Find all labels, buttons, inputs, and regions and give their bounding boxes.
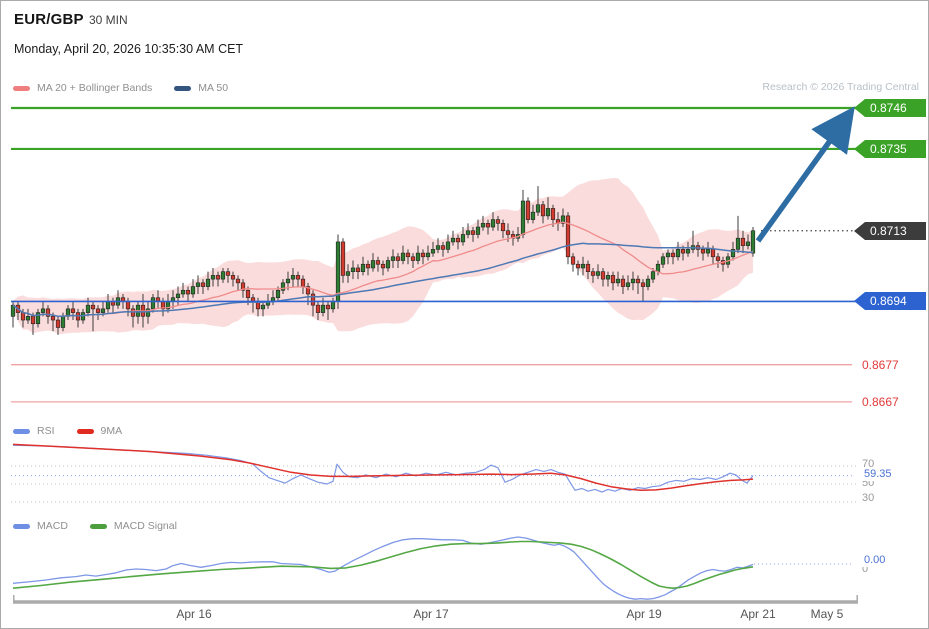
rsi-9ma-swatch-icon bbox=[76, 428, 94, 434]
rsi-gridline-70-label: 70 bbox=[862, 458, 875, 470]
macd-zero-gridline-label: 0 bbox=[862, 563, 869, 575]
macd-swatch-icon bbox=[13, 523, 30, 529]
rsi-current-value: 59.35 bbox=[862, 468, 894, 481]
legend-rsi: RSI 9MA bbox=[13, 425, 122, 437]
macd-current-value: 0.00 bbox=[862, 554, 888, 567]
macd-pane bbox=[12, 536, 853, 600]
rsi-gridline-30-label: 30 bbox=[862, 492, 875, 504]
rsi-pane bbox=[11, 443, 856, 503]
x-axis-tick: Apr 17 bbox=[413, 607, 449, 621]
legend-item-9ma: 9MA bbox=[76, 425, 123, 437]
x-axis-tick: May 5 bbox=[810, 607, 844, 621]
rsi-swatch-icon bbox=[13, 428, 30, 434]
legend-label: MA 20 + Bollinger Bands bbox=[37, 82, 153, 94]
legend-label: MACD Signal bbox=[113, 520, 177, 532]
last-price-tag: 0.8713 bbox=[854, 222, 926, 240]
symbol-title: EUR/GBP bbox=[14, 11, 84, 28]
legend-main: MA 20 + Bollinger Bands MA 50 bbox=[13, 82, 228, 94]
research-watermark: Research © 2026 Trading Central bbox=[762, 81, 919, 93]
resistance-price-tag: 0.8746 bbox=[854, 99, 926, 117]
legend-item-bollinger: MA 20 + Bollinger Bands bbox=[13, 82, 152, 94]
resistance-price-tag: 0.8735 bbox=[854, 140, 926, 158]
x-axis-tick: Apr 19 bbox=[626, 607, 662, 621]
datetime-label: Monday, April 20, 2026 10:35:30 AM CET bbox=[14, 42, 244, 56]
interval-label: 30 MIN bbox=[89, 13, 128, 27]
legend-item-macd-signal: MACD Signal bbox=[89, 520, 177, 532]
legend-label: MA 50 bbox=[198, 82, 229, 94]
support-price-tag: 0.8694 bbox=[854, 292, 926, 310]
bollinger-swatch-icon bbox=[13, 85, 30, 91]
legend-label: MACD bbox=[37, 520, 68, 532]
time-axis bbox=[13, 595, 858, 604]
ma50-swatch-icon bbox=[174, 85, 192, 91]
legend-macd: MACD MACD Signal bbox=[13, 520, 177, 532]
macd-signal-swatch-icon bbox=[89, 523, 107, 529]
legend-label: RSI bbox=[37, 425, 55, 437]
legend-item-macd: MACD bbox=[13, 520, 68, 532]
support-level-label: 0.8677 bbox=[862, 358, 899, 372]
price-pane bbox=[10, 106, 858, 403]
legend-item-rsi: RSI bbox=[13, 425, 55, 437]
support-level-label: 0.8667 bbox=[862, 395, 899, 409]
x-axis-tick: Apr 21 bbox=[740, 607, 776, 621]
x-axis-tick: Apr 16 bbox=[176, 607, 212, 621]
legend-item-ma50: MA 50 bbox=[174, 82, 228, 94]
legend-label: 9MA bbox=[100, 425, 123, 437]
